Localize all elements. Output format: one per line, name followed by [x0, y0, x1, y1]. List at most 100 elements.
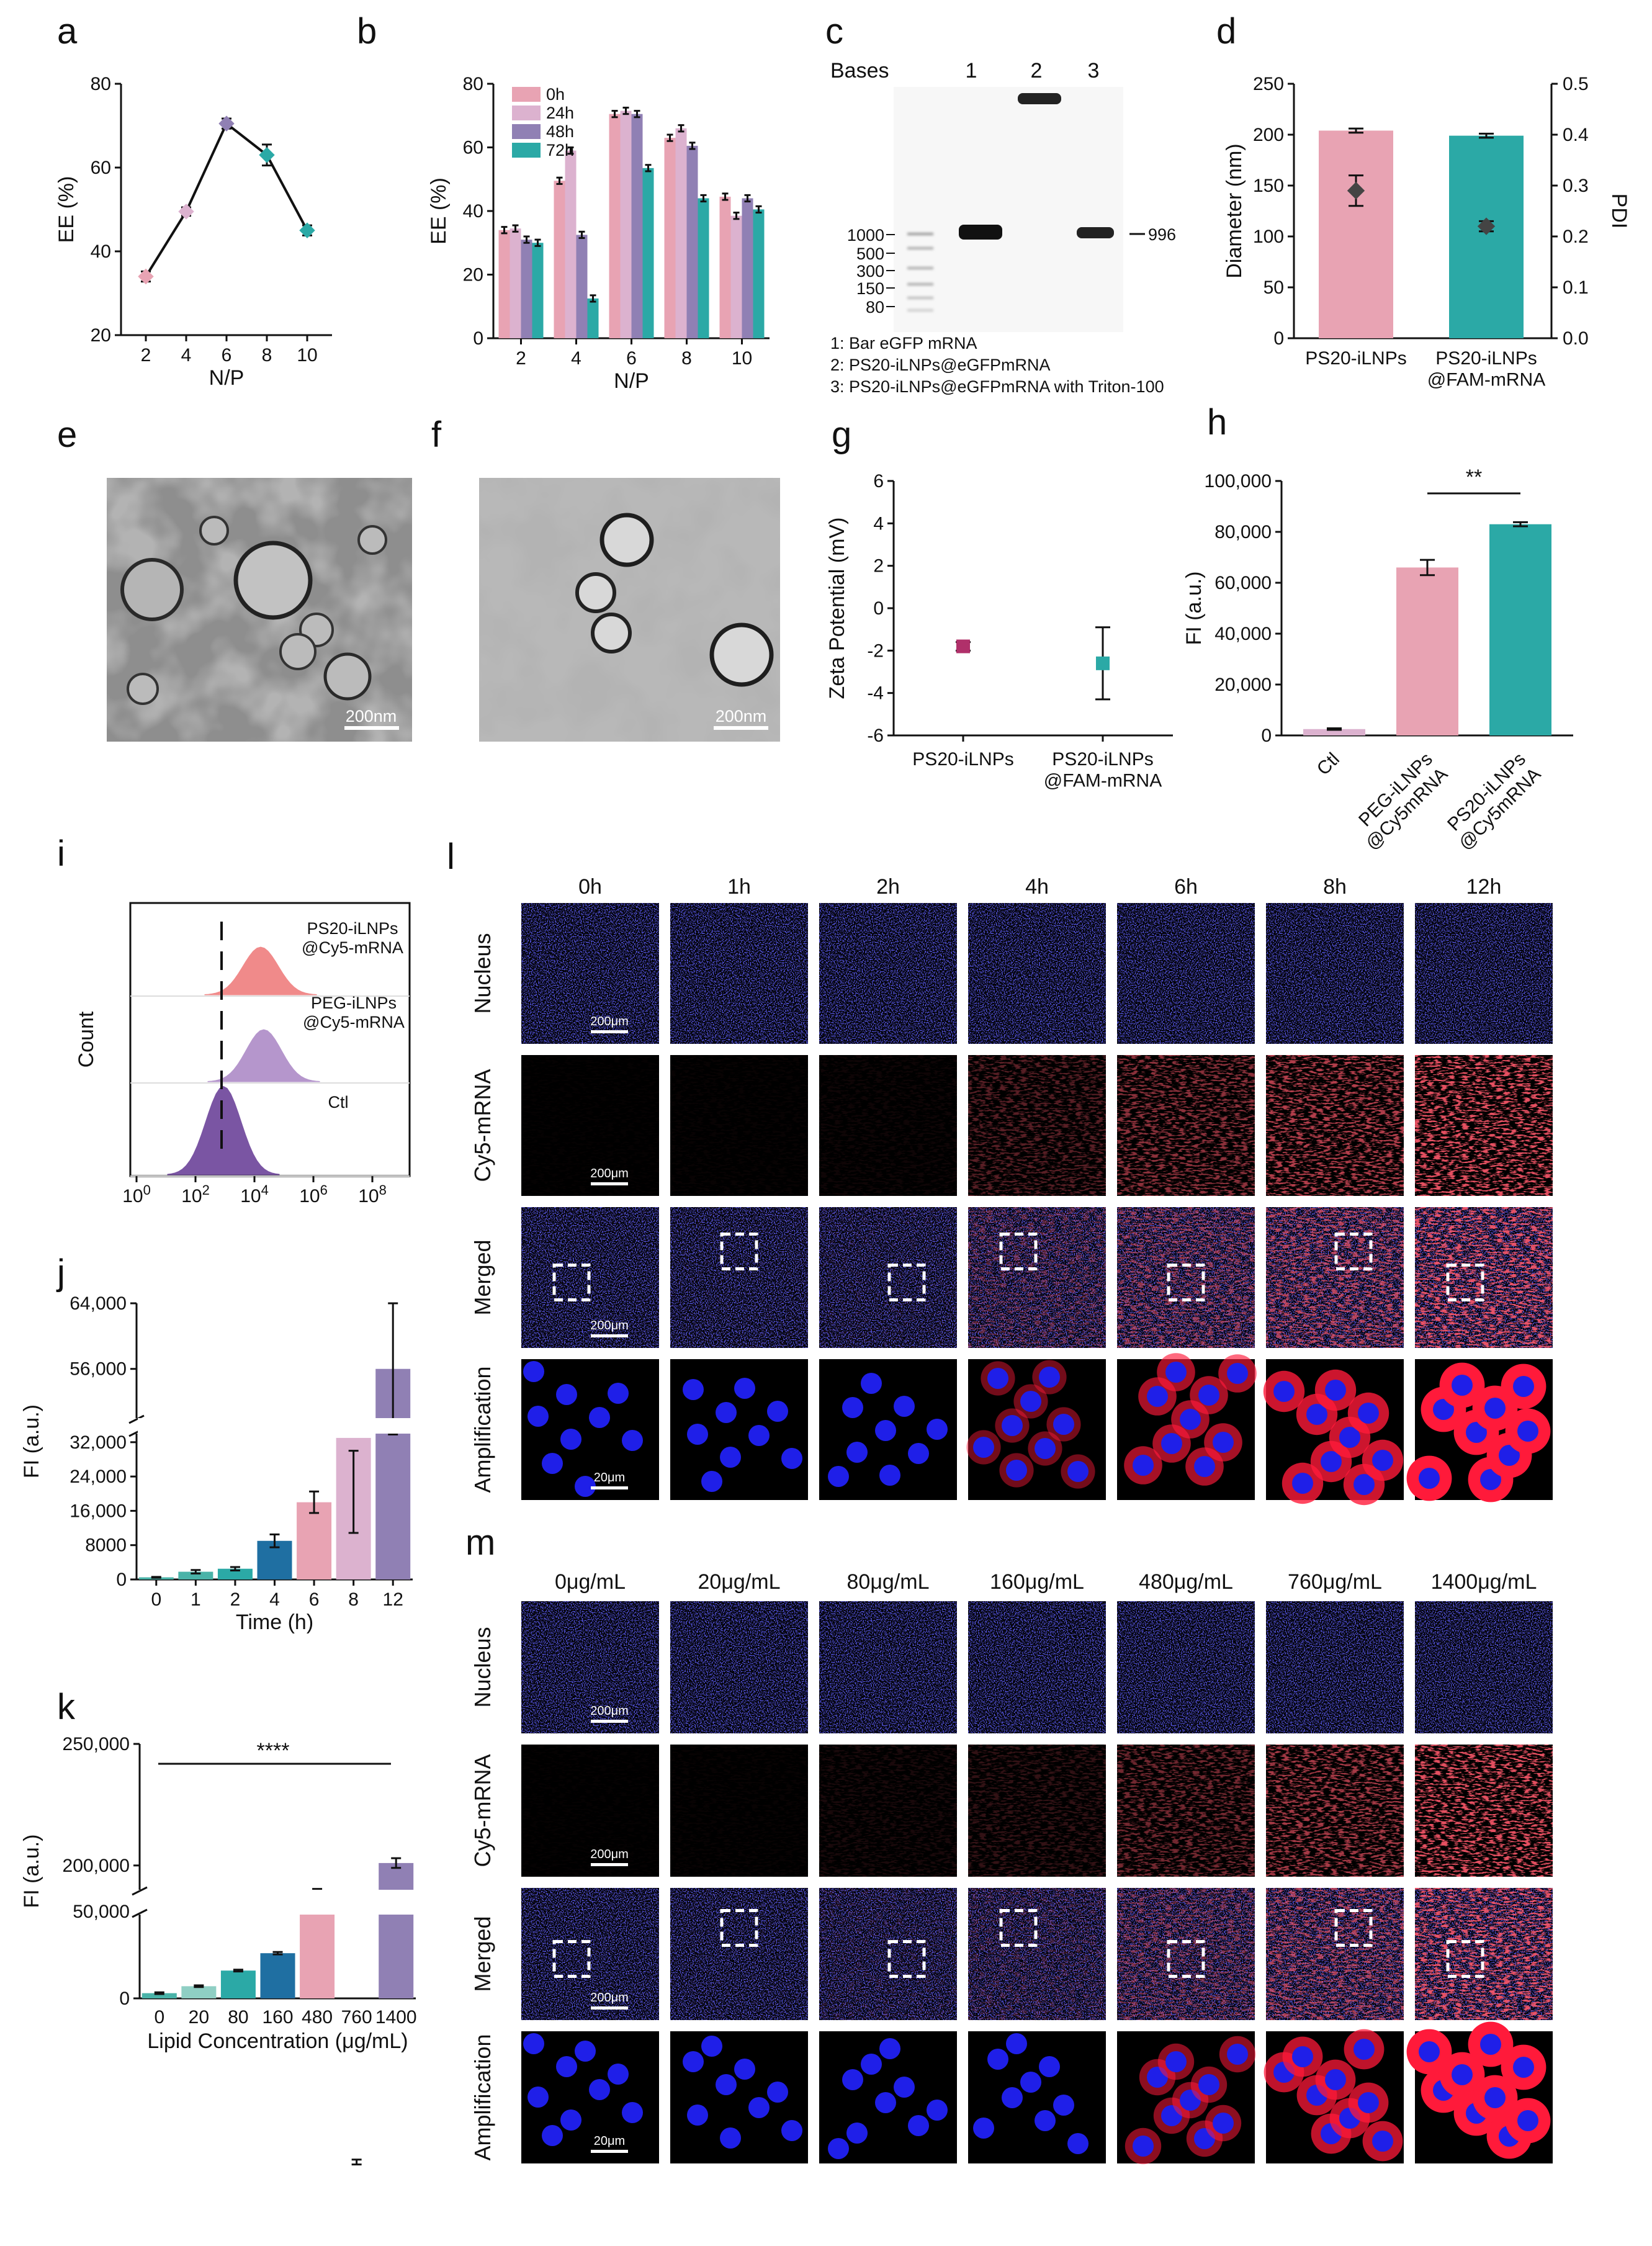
ladder-500: 500 [856, 245, 884, 263]
y-tick-label: -6 [867, 725, 884, 746]
cy5-signal [819, 1055, 957, 1196]
nucleus [683, 1379, 704, 1400]
data-point [259, 147, 275, 163]
l-image-nucleus-6 [1415, 903, 1553, 1044]
nucleus [608, 2064, 629, 2085]
nucleus [1419, 1468, 1440, 1489]
x-tick-label: 2 [141, 345, 151, 366]
nucleus [894, 1396, 915, 1417]
nucleus [842, 1397, 863, 1418]
bar-24h-2 [510, 228, 521, 338]
tem-image-e: 200nm [107, 478, 412, 742]
l-row-label-1: Cy5-mRNA [470, 1069, 495, 1182]
ladder-80: 80 [866, 298, 884, 317]
image-bg [670, 1745, 808, 1877]
m-col-2: 80μg/mL [847, 1570, 930, 1594]
y-tick-label: 150 [1253, 176, 1284, 196]
y-tick-label: 40 [463, 201, 483, 222]
axis-break [132, 1886, 148, 1896]
panel-letter-c: c [825, 11, 843, 52]
x-tick-label: PS20-iLNPs [912, 749, 1013, 770]
y-tick-label: 50,000 [73, 1902, 130, 1922]
m-image-cy5-mrna-6 [1415, 1745, 1553, 1877]
nucleus [1213, 2113, 1234, 2134]
x-tick-label: 8 [681, 348, 692, 369]
gel-lane-3: 3 [1088, 59, 1100, 83]
l-image-merged-1 [670, 1207, 808, 1348]
nucleus [1002, 1415, 1023, 1436]
scale-bar [591, 1030, 628, 1033]
nucleus [608, 1383, 629, 1404]
x-tick-label: 480 [302, 2007, 333, 2028]
l-image-merged-2 [819, 1207, 957, 1348]
nucleus [1484, 2087, 1506, 2108]
l-image-merged-4 [1117, 1207, 1255, 1348]
m-image-amplification-0: 20μm [521, 2031, 659, 2163]
y-tick-label: 64,000 [70, 1293, 127, 1314]
l-image-nucleus-4 [1117, 903, 1255, 1044]
y2-axis-label: PDI [1607, 194, 1631, 229]
ladder-1000: 1000 [847, 226, 884, 245]
nucleus [1213, 1432, 1234, 1453]
data-point [178, 204, 194, 220]
cy5-signal [819, 1745, 957, 1877]
l-col-1: 1h [727, 875, 751, 899]
gel-legend-2: 2: PS20-iLNPs@eGFPmRNA [830, 356, 1051, 374]
legend-label-24h: 24h [546, 104, 574, 122]
y-tick-label: 56,000 [70, 1359, 127, 1380]
x-tick-label: 104 [240, 1182, 269, 1206]
y2-tick-label: 0.3 [1563, 176, 1589, 196]
panel-letter-f: f [431, 415, 442, 455]
nucleus [1227, 1363, 1248, 1384]
y-tick-label: 20,000 [1214, 675, 1272, 695]
pdi-point [1347, 182, 1365, 200]
y-tick-label: 20 [91, 325, 111, 346]
panel-letter-e: e [57, 415, 77, 455]
zoom-box [999, 1909, 1038, 1947]
x-tick-label: 10 [297, 345, 317, 366]
y2-tick-label: 0.5 [1563, 74, 1589, 94]
legend-swatch-48h [512, 124, 541, 139]
nucleus [1517, 1421, 1538, 1442]
y-tick-label: 4 [873, 513, 884, 534]
nucleus [1372, 2131, 1393, 2152]
l-image-cy5-mrna-0: 200μm [521, 1055, 659, 1196]
m-image-merged-5 [1266, 1888, 1404, 2020]
histogram-1 [207, 1029, 320, 1082]
series-line [145, 121, 308, 277]
nucleus [927, 2100, 948, 2121]
zoom-box [1446, 1940, 1484, 1978]
y-tick-label: 0 [1261, 725, 1272, 746]
x-axis-label: N/P [614, 369, 649, 393]
pdi-point [1477, 217, 1496, 235]
legend-label-72h: 72h [546, 141, 574, 159]
vesicle [233, 541, 313, 620]
nucleus [542, 1453, 563, 1474]
l-image-amplification-3 [966, 1359, 1106, 1500]
nucleus [1147, 1386, 1168, 1407]
chart-a: 20 40 60 80 2 4 6 8 10 N/P EE (%) [55, 74, 332, 390]
cy5-signal [670, 1888, 808, 2020]
data-point [218, 115, 235, 132]
cy5-signal [1266, 1745, 1404, 1877]
bar-48h-8 [686, 145, 698, 338]
nucleus [716, 1402, 737, 1423]
bar-1 [178, 1571, 213, 1579]
x-tick-label: 1400 [375, 2007, 417, 2028]
nucleus [1161, 1433, 1182, 1454]
nucleus [734, 2059, 755, 2080]
y-axis-label: Zeta Potential (mV) [825, 518, 849, 699]
l-image-amplification-4 [1117, 1353, 1257, 1500]
nucleus [1020, 2072, 1041, 2093]
vesicle [323, 652, 372, 701]
nucleus [1133, 2136, 1154, 2157]
data-point [956, 639, 970, 654]
scale-bar [591, 2150, 628, 2153]
m-image-amplification-5 [1264, 2029, 1404, 2163]
x-tick-label: 760 [341, 2007, 372, 2028]
nucleus-signal [1415, 1601, 1553, 1733]
x-tick-label: 102 [181, 1182, 210, 1206]
ladder-150: 150 [856, 279, 884, 298]
nucleus [1035, 1438, 1056, 1459]
